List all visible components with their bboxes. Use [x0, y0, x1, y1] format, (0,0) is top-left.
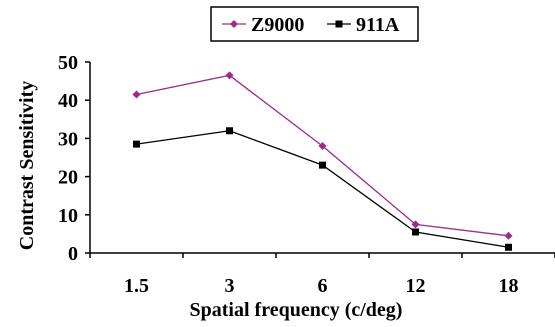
legend-label: 911A	[356, 14, 400, 36]
y-tick-label: 10	[58, 205, 78, 227]
y-tick-label: 50	[58, 52, 78, 74]
data-point	[319, 161, 326, 169]
x-axis-label: Spatial frequency (c/deg)	[190, 299, 403, 321]
data-point	[132, 90, 141, 99]
data-point	[226, 127, 233, 135]
legend-marker	[335, 20, 343, 28]
x-tick-label: 3	[225, 275, 235, 297]
data-point	[504, 231, 513, 240]
data-point	[133, 140, 140, 148]
series-z9000	[132, 71, 513, 240]
legend-item-911a: 911A	[327, 14, 400, 36]
axes: 0 10 20 30 40 50 1.5 3 6 12 18	[58, 52, 555, 297]
y-axis-label: Contrast Sensitivity	[16, 81, 38, 250]
y-tick-label: 0	[68, 243, 78, 265]
data-point	[225, 71, 234, 80]
data-point	[318, 142, 327, 151]
x-tick-label: 6	[318, 275, 328, 297]
x-tick-label: 18	[499, 275, 519, 297]
series-line	[136, 74, 509, 237]
y-tick-label: 20	[58, 167, 78, 189]
y-tick-label: 30	[58, 128, 78, 150]
x-tick-label: 12	[406, 275, 426, 297]
y-tick-label: 40	[58, 90, 78, 112]
data-point	[411, 220, 420, 229]
legend-item-z9000: Z9000	[222, 14, 304, 36]
series-911a	[133, 127, 512, 251]
legend: Z9000 911A	[210, 6, 419, 42]
x-tick-label: 1.5	[124, 275, 149, 297]
data-point	[505, 243, 512, 251]
legend-label: Z9000	[251, 14, 304, 36]
series-layer	[132, 71, 513, 251]
data-point	[412, 228, 419, 236]
legend-marker	[230, 20, 238, 28]
